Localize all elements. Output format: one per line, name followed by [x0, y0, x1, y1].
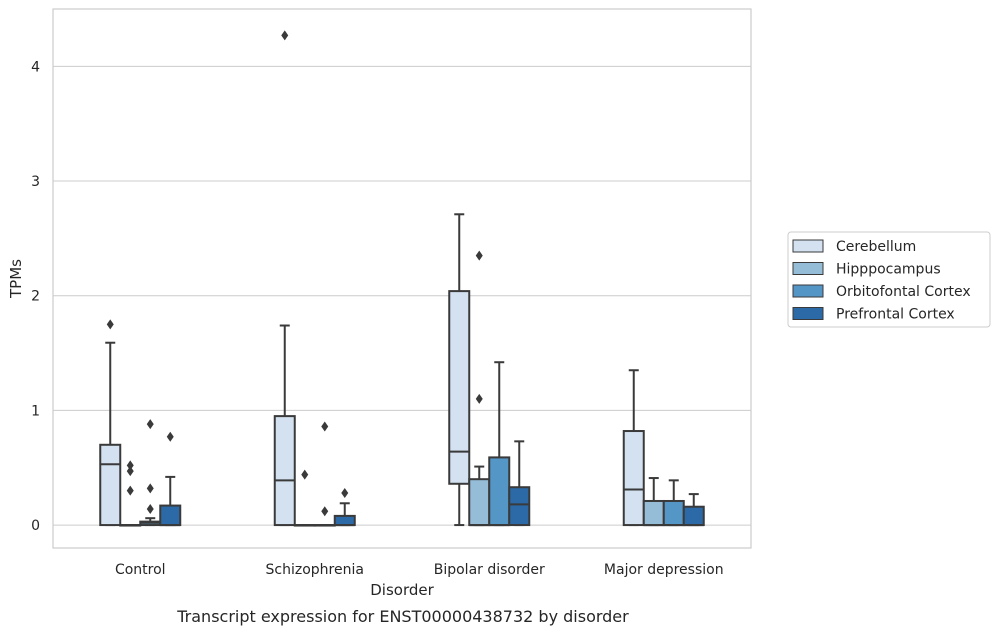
y-axis-ticks: 0 1 2 3 4: [31, 59, 40, 534]
box-hipppocampus: [642, 477, 665, 527]
legend: Cerebellum Hipppocampus Orbitofontal Corte…: [787, 231, 991, 328]
box-body: [642, 499, 665, 527]
legend-swatch: [792, 307, 824, 320]
box-body: [99, 443, 122, 527]
outlier-point: [166, 431, 174, 442]
outlier-point: [281, 30, 289, 41]
legend-frame: [787, 231, 991, 328]
box-prefrontal-cortex: [682, 493, 705, 527]
legend-swatch: [792, 239, 824, 253]
box-body: [622, 430, 645, 527]
box-cerebellum: [273, 30, 296, 527]
box-body: [468, 478, 491, 527]
box-orbitofontal-cortex: [488, 361, 511, 527]
box-prefrontal-cortex: [508, 440, 531, 527]
x-tick-label: Control: [115, 562, 166, 578]
y-axis-title: TPMs: [7, 259, 25, 299]
y-tick-label: 0: [31, 518, 40, 534]
box-cerebellum: [448, 213, 471, 527]
y-tick-label: 2: [31, 289, 40, 305]
outlier-point: [475, 393, 483, 404]
x-tick-label: Bipolar disorder: [434, 562, 545, 578]
box-body: [448, 290, 471, 485]
box-orbitofontal-cortex: [313, 421, 336, 527]
box-prefrontal-cortex: [333, 487, 356, 527]
box-orbitofontal-cortex: [662, 479, 685, 527]
outlier-point: [341, 487, 349, 498]
box-body: [682, 505, 705, 527]
legend-swatch: [792, 284, 824, 298]
x-axis-ticks: Control Schizophrenia Bipolar disorder Majo…: [115, 562, 724, 578]
outlier-point: [126, 485, 134, 496]
outlier-point: [321, 506, 329, 517]
box-body: [333, 514, 356, 527]
box-hipppocampus: [468, 250, 491, 527]
box-cerebellum: [99, 319, 122, 527]
box-orbitofontal-cortex: [139, 419, 162, 527]
box-cerebellum: [622, 369, 645, 527]
legend-label: Prefrontal Cortex: [836, 307, 955, 323]
box-hipppocampus: [119, 460, 142, 527]
x-axis-title: Disorder: [370, 581, 434, 599]
outlier-point: [146, 419, 154, 430]
box-body: [488, 456, 511, 527]
outlier-point: [126, 466, 134, 477]
plot-area: [52, 8, 752, 549]
figure-caption: Transcript expression for ENST0000043873…: [176, 607, 629, 626]
outlier-point: [321, 421, 329, 432]
box-prefrontal-cortex: [159, 431, 182, 527]
boxes-group: [99, 30, 705, 527]
box-body: [662, 499, 685, 527]
gridlines: [53, 65, 751, 526]
legend-label: Orbitofontal Cortex: [836, 284, 971, 300]
legend-label: Hipppocampus: [836, 262, 941, 278]
y-tick-label: 1: [31, 403, 40, 419]
outlier-point: [106, 319, 114, 330]
outlier-point: [301, 469, 309, 480]
legend-swatch: [792, 262, 824, 275]
outlier-point: [146, 483, 154, 494]
y-tick-label: 4: [31, 59, 40, 75]
outlier-point: [146, 504, 154, 515]
box-body: [508, 486, 531, 527]
x-tick-label: Schizophrenia: [266, 562, 364, 578]
box-body: [159, 504, 182, 527]
outlier-point: [475, 250, 483, 261]
y-tick-label: 3: [31, 174, 40, 190]
legend-label: Cerebellum: [836, 239, 916, 255]
outlier-point: [126, 460, 134, 471]
x-tick-label: Major depression: [604, 562, 724, 578]
box-hipppocampus: [293, 469, 316, 527]
box-body: [273, 415, 296, 527]
